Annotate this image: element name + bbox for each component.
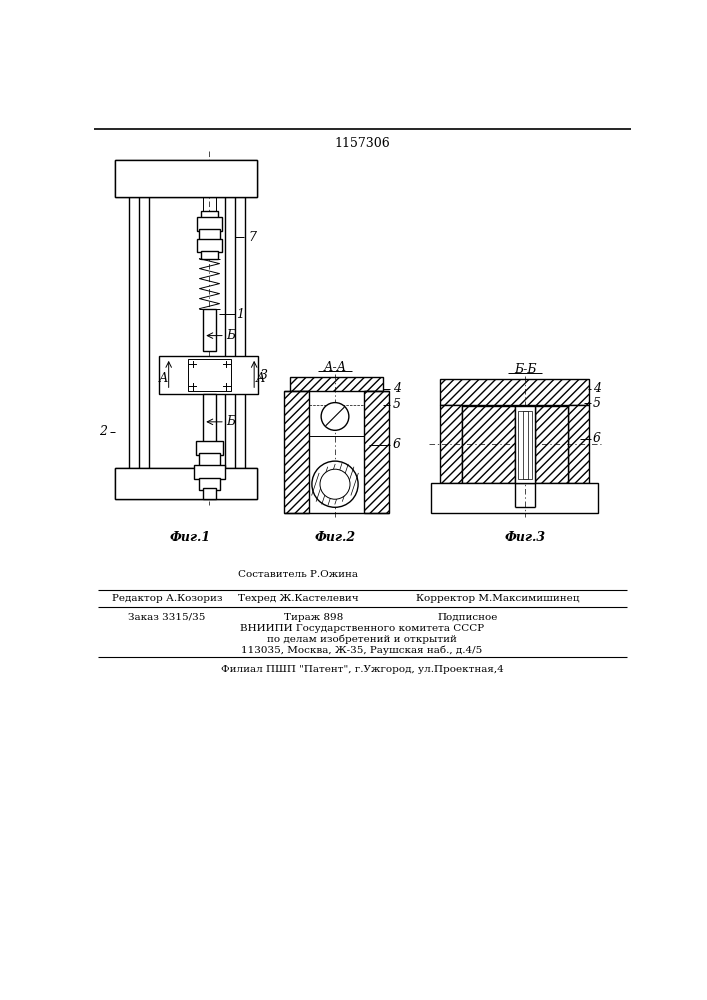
Text: Подписное: Подписное	[437, 613, 498, 622]
Bar	[194, 465, 225, 479]
Bar	[201, 211, 218, 219]
Text: 5: 5	[593, 397, 601, 410]
Text: Б: Б	[226, 329, 235, 342]
Bar	[515, 406, 535, 483]
Text: 1: 1	[236, 308, 245, 321]
Text: 3: 3	[260, 369, 269, 382]
Text: 1157306: 1157306	[334, 137, 390, 150]
Polygon shape	[462, 406, 515, 483]
Text: А: А	[255, 372, 265, 385]
Text: 6: 6	[393, 438, 401, 451]
Text: Филиал ПШП "Патент", г.Ужгород, ул.Проектная,4: Филиал ПШП "Патент", г.Ужгород, ул.Проек…	[221, 665, 503, 674]
Bar	[204, 394, 216, 443]
Text: Фиг.2: Фиг.2	[315, 531, 356, 544]
Text: Корректор М.Максимишинец: Корректор М.Максимишинец	[416, 594, 580, 603]
Bar	[197, 217, 222, 231]
Polygon shape	[440, 379, 589, 405]
Text: Б: Б	[226, 415, 235, 428]
Bar	[199, 478, 219, 490]
Bar	[201, 251, 218, 259]
Text: по делам изобретений и открытий: по делам изобретений и открытий	[267, 634, 457, 644]
Text: Составитель Р.Ожина: Составитель Р.Ожина	[238, 570, 358, 579]
Text: 4: 4	[593, 382, 601, 395]
Bar	[199, 453, 219, 466]
Bar	[518, 411, 532, 479]
Polygon shape	[535, 406, 568, 483]
Bar	[204, 309, 216, 351]
Bar	[431, 483, 598, 513]
Polygon shape	[440, 405, 462, 483]
Bar	[115, 160, 257, 197]
Text: 113035, Москва, Ж-35, Раушская наб., д.4/5: 113035, Москва, Ж-35, Раушская наб., д.4…	[241, 645, 483, 655]
Bar	[160, 356, 258, 394]
Circle shape	[312, 461, 358, 507]
Bar	[204, 488, 216, 499]
Circle shape	[321, 403, 349, 430]
Text: А-А: А-А	[323, 361, 346, 374]
Text: А: А	[158, 372, 168, 385]
Text: 5: 5	[393, 398, 401, 411]
Polygon shape	[284, 391, 309, 513]
Text: Фиг.3: Фиг.3	[505, 531, 546, 544]
Text: 6: 6	[593, 432, 601, 445]
Text: Техред Ж.Кастелевич: Техред Ж.Кастелевич	[238, 594, 358, 603]
Circle shape	[320, 469, 350, 499]
Bar	[197, 239, 222, 252]
Polygon shape	[364, 391, 389, 513]
Bar	[115, 468, 257, 499]
Text: Редактор А.Козориз: Редактор А.Козориз	[112, 594, 223, 603]
Text: Тираж 898: Тираж 898	[284, 613, 343, 622]
Bar	[188, 359, 231, 391]
Bar	[115, 468, 257, 499]
Bar	[115, 160, 257, 197]
Bar	[523, 411, 527, 479]
Bar	[196, 441, 223, 455]
Text: Б-Б: Б-Б	[514, 363, 537, 376]
Text: ВНИИПИ Государственного комитета СССР: ВНИИПИ Государственного комитета СССР	[240, 624, 484, 633]
Polygon shape	[568, 405, 589, 483]
Text: Заказ 3315/35: Заказ 3315/35	[129, 613, 206, 622]
Text: 2: 2	[99, 425, 107, 438]
Text: 4: 4	[393, 382, 401, 395]
Polygon shape	[291, 377, 382, 391]
Text: Фиг.1: Фиг.1	[170, 531, 211, 544]
Text: 7: 7	[248, 231, 256, 244]
Bar	[199, 229, 219, 241]
